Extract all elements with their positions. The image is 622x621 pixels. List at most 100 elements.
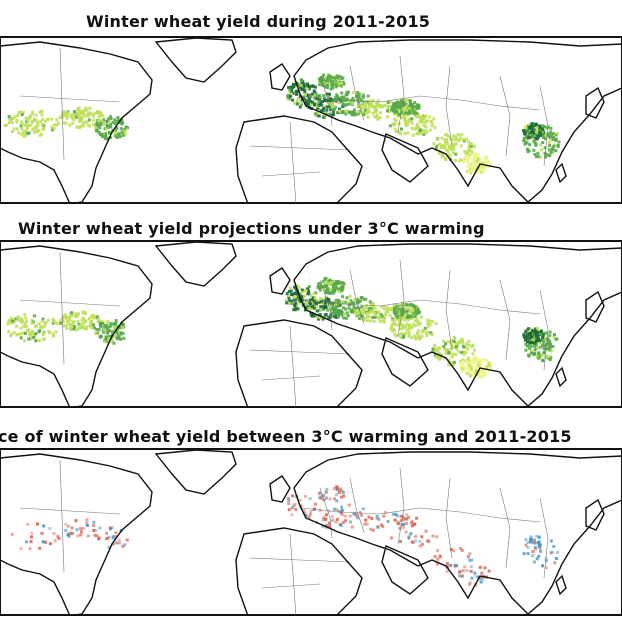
wheat-pixel — [481, 368, 485, 372]
wheat-pixel — [430, 333, 434, 337]
wheat-pixel — [470, 345, 474, 349]
coastline — [555, 574, 567, 596]
wheat-pixel — [551, 132, 555, 136]
wheat-pixel — [98, 133, 102, 136]
wheat-pixel — [35, 124, 39, 128]
wheat-pixel — [453, 158, 457, 162]
wheat-pixel — [113, 323, 117, 327]
wheat-pixel — [115, 120, 119, 123]
wheat-pixel — [394, 103, 398, 107]
wheat-pixel — [413, 315, 417, 318]
wheat-pixel — [478, 165, 482, 168]
wheat-pixel — [371, 528, 375, 532]
wheat-pixel — [379, 305, 383, 309]
wheat-pixel — [535, 353, 539, 357]
wheat-pixel — [303, 91, 307, 95]
wheat-pixel — [322, 115, 326, 119]
wheat-pixel — [445, 570, 449, 574]
wheat-pixel — [319, 109, 323, 113]
wheat-pixel — [29, 336, 33, 340]
wheat-pixel — [401, 307, 405, 311]
wheat-pixel — [449, 145, 453, 149]
wheat-pixel — [399, 318, 403, 322]
wheat-pixel — [299, 300, 303, 303]
wheat-pixel — [109, 323, 113, 327]
wheat-pixel — [396, 105, 400, 109]
wheat-pixel — [321, 298, 325, 302]
wheat-pixel — [317, 114, 321, 118]
wheat-pixel — [400, 327, 404, 331]
wheat-pixel — [339, 287, 342, 291]
wheat-pixel — [287, 94, 290, 98]
wheat-pixel — [527, 133, 531, 136]
wheat-pixel — [113, 118, 117, 122]
wheat-pixel — [554, 138, 558, 142]
wheat-pixel — [397, 121, 401, 125]
wheat-pixel — [105, 120, 109, 123]
wheat-pixel — [468, 361, 472, 365]
wheat-pixel — [471, 361, 475, 365]
wheat-pixel — [290, 89, 294, 93]
wheat-pixel — [79, 124, 83, 128]
wheat-pixel — [543, 125, 547, 129]
wheat-pixel — [23, 321, 27, 325]
wheat-pixel — [28, 331, 32, 335]
wheat-pixel — [356, 91, 360, 94]
wheat-pixel — [404, 307, 408, 311]
wheat-pixel — [525, 128, 529, 132]
wheat-pixel — [522, 331, 526, 335]
wheat-pixel — [546, 153, 550, 157]
wheat-pixel — [407, 330, 411, 334]
wheat-pixel — [401, 523, 405, 526]
wheat-pixel — [462, 368, 466, 372]
wheat-pixel — [357, 97, 361, 101]
wheat-pixel — [403, 111, 407, 115]
wheat-pixel — [361, 507, 365, 511]
wheat-pixel — [56, 534, 60, 538]
wheat-pixel — [364, 102, 368, 106]
wheat-pixel — [12, 127, 16, 131]
wheat-pixel — [292, 295, 296, 299]
wheat-pixel — [393, 318, 397, 322]
wheat-pixel — [420, 535, 424, 539]
wheat-pixel — [365, 319, 369, 323]
wheat-pixel — [469, 364, 473, 368]
wheat-pixel — [469, 168, 473, 171]
wheat-pixel — [400, 116, 404, 119]
wheat-pixel — [452, 360, 456, 364]
wheat-pixel — [462, 352, 466, 356]
wheat-pixel — [341, 76, 345, 80]
wheat-pixel — [357, 95, 361, 99]
wheat-pixel — [77, 117, 81, 121]
wheat-pixel — [343, 312, 347, 316]
wheat-pixel — [39, 119, 43, 123]
wheat-pixel — [287, 502, 291, 506]
wheat-pixel — [367, 110, 371, 114]
wheat-pixel — [482, 358, 486, 362]
wheat-pixel — [529, 133, 533, 137]
wheat-pixel — [413, 105, 417, 109]
wheat-pixel — [117, 336, 121, 340]
wheat-pixel — [409, 314, 413, 318]
wheat-pixel — [29, 540, 33, 544]
wheat-pixel — [386, 115, 390, 119]
wheat-pixel — [111, 322, 115, 326]
wheat-pixel — [466, 165, 470, 168]
wheat-pixel — [119, 331, 123, 335]
wheat-pixel — [20, 113, 24, 117]
wheat-pixel — [375, 115, 379, 119]
wheat-pixel — [61, 111, 65, 115]
wheat-pixel — [339, 100, 343, 104]
wheat-pixel — [331, 113, 334, 117]
wheat-pixel — [353, 113, 357, 117]
wheat-pixel — [295, 99, 299, 103]
wheat-pixel — [52, 123, 56, 127]
wheat-pixel — [5, 123, 8, 127]
wheat-pixel — [337, 109, 341, 113]
wheat-pixel — [444, 158, 448, 161]
wheat-pixel — [332, 507, 336, 511]
wheat-pixel — [470, 558, 474, 562]
wheat-pixel — [99, 323, 103, 327]
wheat-pixel — [456, 344, 460, 348]
wheat-pixel — [483, 365, 487, 369]
